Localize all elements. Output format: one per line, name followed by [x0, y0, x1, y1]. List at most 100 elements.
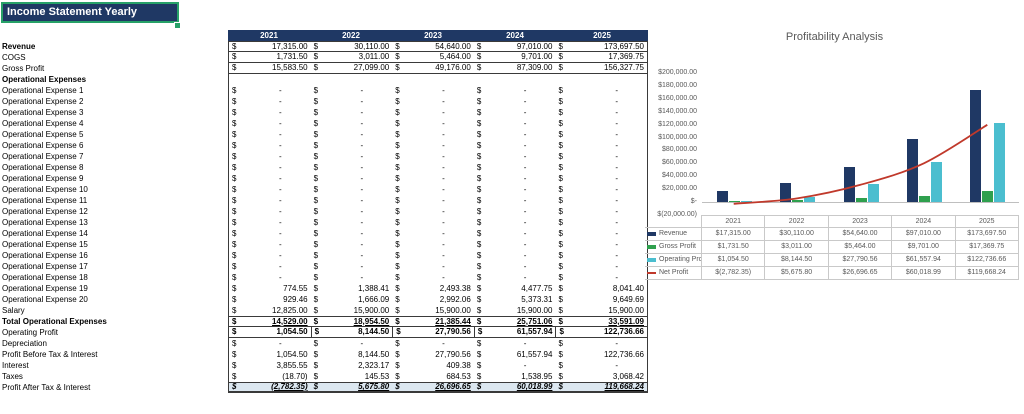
statement-cell[interactable]: $30,110.00 [311, 42, 393, 51]
statement-cell[interactable]: $ - [311, 162, 393, 173]
statement-cell[interactable]: $ - [555, 118, 647, 129]
statement-cell[interactable]: $54,640.00 [392, 42, 474, 51]
statement-cell[interactable]: $ - [555, 195, 647, 206]
sheet-title-cell[interactable]: Income Statement Yearly [1, 2, 179, 23]
statement-cell[interactable]: $ - [311, 228, 393, 239]
statement-cell[interactable]: $ - [229, 239, 311, 250]
statement-row-label[interactable]: Operational Expense 1 [2, 86, 84, 95]
statement-cell[interactable]: $97,010.00 [474, 42, 556, 51]
statement-cell[interactable]: $1,054.50 [229, 327, 311, 337]
statement-cell[interactable] [229, 74, 311, 85]
statement-cell[interactable]: $ (2,782.35) [229, 382, 311, 391]
statement-cell[interactable]: $ - [311, 107, 393, 118]
statement-cell[interactable]: $2,323.17 [311, 360, 393, 371]
statement-cell[interactable]: $60,018.99 [474, 382, 556, 391]
statement-row-label[interactable]: Operational Expense 7 [2, 152, 84, 161]
statement-cell[interactable]: $9,701.00 [474, 52, 556, 62]
statement-cell[interactable]: $ - [555, 206, 647, 217]
statement-cell[interactable]: $ - [392, 162, 474, 173]
statement-cell[interactable]: $ - [474, 228, 556, 239]
statement-cell[interactable]: $1,054.50 [229, 349, 311, 360]
statement-cell[interactable]: $ - [392, 96, 474, 107]
statement-cell[interactable]: $ (18.70) [229, 371, 311, 382]
statement-cell[interactable]: $15,900.00 [311, 305, 393, 316]
statement-row-label[interactable]: Operational Expense 2 [2, 97, 84, 106]
statement-row-label[interactable]: Operational Expense 8 [2, 163, 84, 172]
statement-row-label[interactable]: Total Operational Expenses [2, 317, 107, 326]
statement-row-label[interactable]: Profit Before Tax & Interest [2, 350, 98, 359]
statement-row-label[interactable]: Operational Expense 20 [2, 295, 88, 304]
statement-cell[interactable]: $ - [474, 195, 556, 206]
statement-cell[interactable]: $ - [311, 118, 393, 129]
statement-row-label[interactable]: Operational Expense 3 [2, 108, 84, 117]
statement-row-label[interactable]: Depreciation [2, 339, 47, 348]
statement-cell[interactable]: $ - [555, 217, 647, 228]
statement-cell[interactable]: $ - [229, 85, 311, 96]
statement-cell[interactable]: $1,388.41 [311, 283, 393, 294]
statement-cell[interactable]: $ - [474, 239, 556, 250]
statement-cell[interactable]: $ - [392, 118, 474, 129]
statement-row-label[interactable]: Operational Expense 14 [2, 229, 88, 238]
statement-cell[interactable]: $5,675.80 [311, 382, 393, 391]
statement-cell[interactable]: $15,583.50 [229, 63, 311, 73]
statement-cell[interactable]: $ - [311, 250, 393, 261]
statement-cell[interactable]: $ - [474, 360, 556, 371]
statement-row-label[interactable]: Operational Expense 19 [2, 284, 88, 293]
statement-cell[interactable]: $ - [392, 151, 474, 162]
statement-cell[interactable]: $ - [229, 140, 311, 151]
statement-cell[interactable]: $18,954.50 [311, 317, 393, 326]
statement-cell[interactable]: $33,591.09 [555, 317, 647, 326]
statement-cell[interactable]: $684.53 [392, 371, 474, 382]
statement-row-label[interactable]: Operational Expense 10 [2, 185, 88, 194]
statement-cell[interactable]: $ - [555, 140, 647, 151]
statement-row-label[interactable]: Operational Expense 6 [2, 141, 84, 150]
statement-row-label[interactable]: Operational Expense 16 [2, 251, 88, 260]
statement-cell[interactable] [392, 74, 474, 85]
statement-cell[interactable]: $8,041.40 [555, 283, 647, 294]
statement-cell[interactable]: $8,144.50 [310, 327, 393, 337]
statement-cell[interactable]: $ - [392, 272, 474, 283]
statement-row-label[interactable]: Operational Expenses [2, 75, 87, 84]
statement-cell[interactable]: $ - [555, 250, 647, 261]
statement-year-header[interactable]: 2025 [593, 31, 611, 40]
statement-cell[interactable]: $ - [555, 96, 647, 107]
statement-cell[interactable]: $12,825.00 [229, 305, 311, 316]
statement-cell[interactable]: $ - [555, 360, 647, 371]
statement-row-label[interactable]: Operational Expense 18 [2, 273, 88, 282]
statement-cell[interactable]: $61,557.94 [474, 349, 556, 360]
statement-cell[interactable]: $ - [392, 250, 474, 261]
statement-row-label[interactable]: COGS [2, 53, 26, 62]
statement-cell[interactable]: $ - [474, 250, 556, 261]
statement-year-header[interactable]: 2024 [506, 31, 524, 40]
statement-cell[interactable]: $1,666.09 [311, 294, 393, 305]
statement-cell[interactable]: $ - [474, 129, 556, 140]
statement-cell[interactable]: $156,327.75 [555, 63, 647, 73]
statement-row-label[interactable]: Operational Expense 17 [2, 262, 88, 271]
statement-row-label[interactable]: Operational Expense 5 [2, 130, 84, 139]
statement-cell[interactable]: $ - [311, 206, 393, 217]
statement-cell[interactable]: $ - [311, 173, 393, 184]
statement-cell[interactable]: $ - [392, 107, 474, 118]
statement-cell[interactable]: $ - [392, 173, 474, 184]
statement-cell[interactable]: $ - [311, 272, 393, 283]
statement-cell[interactable]: $ - [555, 184, 647, 195]
statement-row-label[interactable]: Taxes [2, 372, 23, 381]
statement-cell[interactable]: $87,309.00 [474, 63, 556, 73]
statement-row-label[interactable]: Operational Expense 15 [2, 240, 88, 249]
statement-cell[interactable]: $ - [229, 107, 311, 118]
statement-cell[interactable]: $ - [311, 184, 393, 195]
statement-cell[interactable]: $ - [555, 239, 647, 250]
statement-cell[interactable]: $ - [555, 85, 647, 96]
statement-cell[interactable]: $ - [229, 217, 311, 228]
statement-cell[interactable]: $ - [392, 261, 474, 272]
statement-cell[interactable]: $ - [474, 107, 556, 118]
statement-cell[interactable]: $ - [392, 129, 474, 140]
statement-cell[interactable]: $1,538.95 [474, 371, 556, 382]
statement-cell[interactable]: $ - [555, 272, 647, 283]
statement-cell[interactable]: $ - [555, 162, 647, 173]
statement-cell[interactable]: $17,315.00 [229, 42, 311, 51]
statement-cell[interactable] [474, 74, 556, 85]
statement-cell[interactable]: $26,696.65 [392, 382, 474, 391]
statement-cell[interactable]: $25,751.06 [474, 317, 556, 326]
statement-cell[interactable] [311, 74, 393, 85]
